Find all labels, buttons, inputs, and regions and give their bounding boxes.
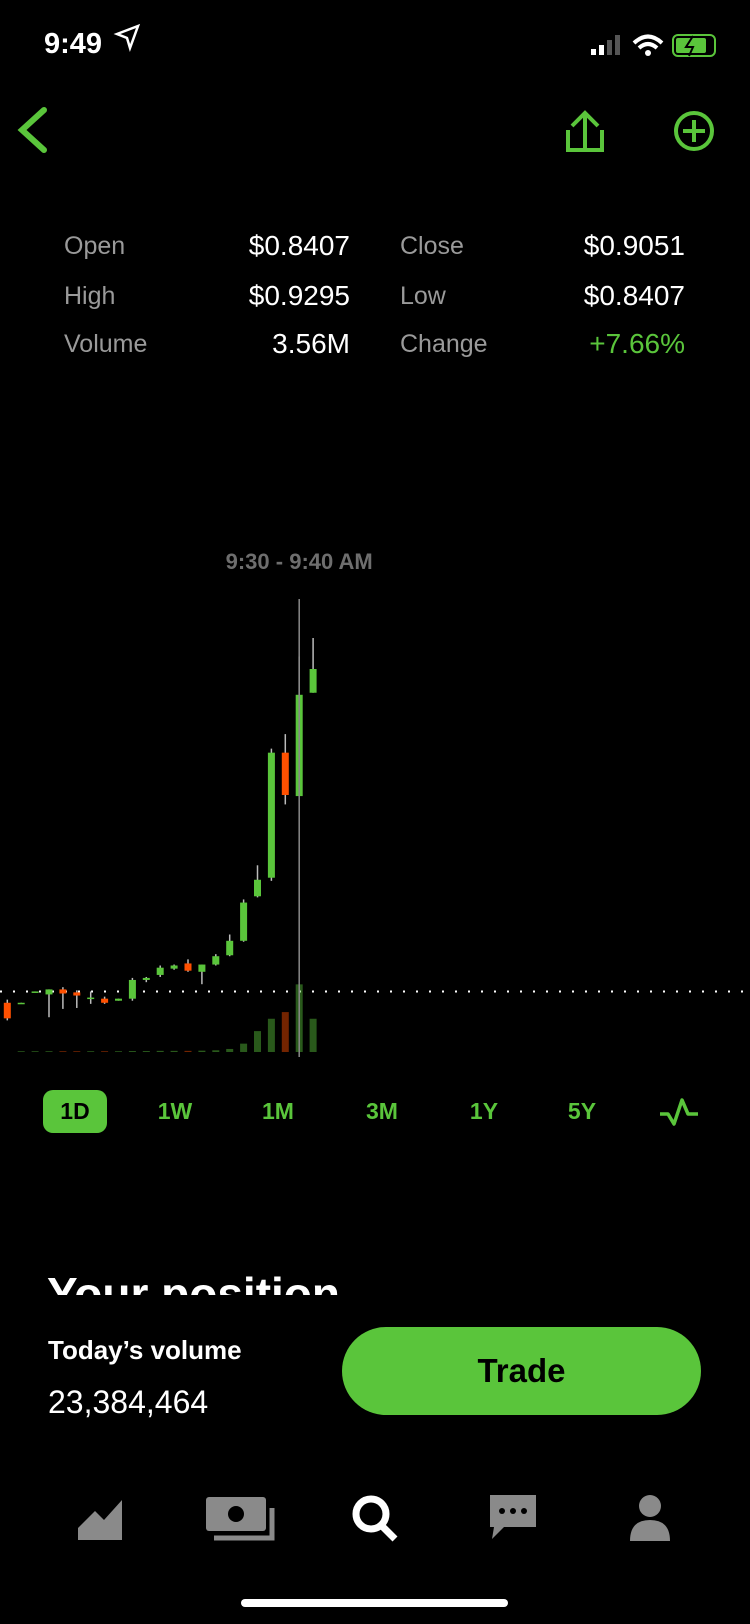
stat-value: +7.66% <box>589 328 685 359</box>
volume-bar <box>87 1051 95 1052</box>
chart-style-toggle[interactable] <box>658 1096 700 1128</box>
nav-home[interactable] <box>78 1500 122 1540</box>
candle-body <box>309 668 317 693</box>
battery-icon <box>672 34 716 57</box>
candle-body <box>3 1002 11 1019</box>
stat-label: Close <box>400 232 464 260</box>
volume-bar <box>170 1050 178 1052</box>
volume-bar <box>59 1051 67 1052</box>
volume-bar <box>281 1012 289 1052</box>
trade-button[interactable]: Trade <box>342 1327 701 1415</box>
candle-body <box>73 992 81 996</box>
candle-body <box>184 963 192 971</box>
stat-value: $0.8407 <box>583 280 685 311</box>
candle-body <box>267 752 275 878</box>
stat-label: Low <box>400 282 446 310</box>
stat-value: 3.56M <box>272 328 350 359</box>
range-tab[interactable]: 1D <box>43 1090 107 1133</box>
range-tab[interactable]: 5Y <box>567 1098 597 1124</box>
candle-body <box>31 991 39 993</box>
share-button[interactable] <box>566 110 604 152</box>
volume-value: 23,384,464 <box>48 1384 209 1420</box>
candle-body <box>170 965 178 969</box>
candle-body <box>212 956 220 965</box>
range-tab[interactable]: 1W <box>157 1098 193 1124</box>
stat-label: High <box>64 282 116 310</box>
wifi-icon <box>632 34 664 50</box>
volume-bar <box>254 1031 261 1052</box>
volume-bar <box>212 1050 220 1052</box>
candle-body <box>101 998 109 1003</box>
candle-body <box>198 964 206 972</box>
candle-body <box>254 879 261 897</box>
volume-bar <box>226 1048 234 1052</box>
signal-icon <box>591 35 620 55</box>
nav-cash[interactable] <box>206 1497 275 1541</box>
candle-body <box>17 1002 25 1005</box>
stat-label: Open <box>64 232 126 260</box>
volume-bar <box>31 1051 39 1052</box>
volume-bar <box>184 1050 192 1052</box>
nav-messages[interactable] <box>490 1495 536 1539</box>
volume-bar <box>128 1051 136 1052</box>
volume-bar <box>142 1051 150 1052</box>
candle-body <box>226 940 234 956</box>
candle-body <box>281 752 289 795</box>
stat-value: $0.8407 <box>248 230 350 261</box>
volume-bar <box>198 1050 206 1052</box>
stat-value: $0.9295 <box>248 280 350 311</box>
range-tab[interactable]: 1Y <box>469 1098 499 1124</box>
nav-search[interactable] <box>352 1495 398 1542</box>
home-indicator <box>241 1599 508 1607</box>
status-time: 9:49 <box>44 28 103 60</box>
volume-bar <box>309 1018 317 1052</box>
range-tab[interactable]: 1M <box>262 1098 294 1124</box>
back-button[interactable] <box>17 107 47 153</box>
volume-bar <box>73 1051 81 1052</box>
range-tab[interactable]: 3M <box>366 1098 398 1124</box>
volume-bar <box>240 1043 248 1052</box>
stat-label: Change <box>400 330 488 358</box>
stat-label: Volume <box>64 330 148 358</box>
candle-body <box>87 997 95 1000</box>
selection-label: 9:30 - 9:40 AM <box>226 549 373 574</box>
volume-bar <box>45 1051 53 1052</box>
volume-bar <box>17 1051 25 1052</box>
candle-body <box>128 979 136 999</box>
price-chart: 9:30 - 9:40 AM <box>0 549 750 1057</box>
volume-bar <box>101 1051 109 1052</box>
candle-body <box>142 977 150 980</box>
location-icon <box>113 23 141 52</box>
candle-body <box>156 967 164 975</box>
candle-body <box>45 989 53 995</box>
candle-body <box>59 989 67 994</box>
nav-profile[interactable] <box>630 1495 670 1541</box>
candle-body <box>115 998 122 1001</box>
add-button[interactable] <box>674 111 714 151</box>
bottom-nav <box>78 1495 670 1542</box>
volume-bar <box>156 1050 164 1052</box>
section-title: Your position <box>47 1268 341 1295</box>
volume-label: Today’s volume <box>48 1335 242 1365</box>
volume-bar <box>267 1018 275 1052</box>
wifi-dot <box>645 50 651 56</box>
battery-level <box>676 38 706 53</box>
charging-bolt <box>684 35 695 57</box>
stat-value: $0.9051 <box>583 230 685 261</box>
candle-body <box>240 902 248 941</box>
volume-bar <box>115 1051 122 1052</box>
